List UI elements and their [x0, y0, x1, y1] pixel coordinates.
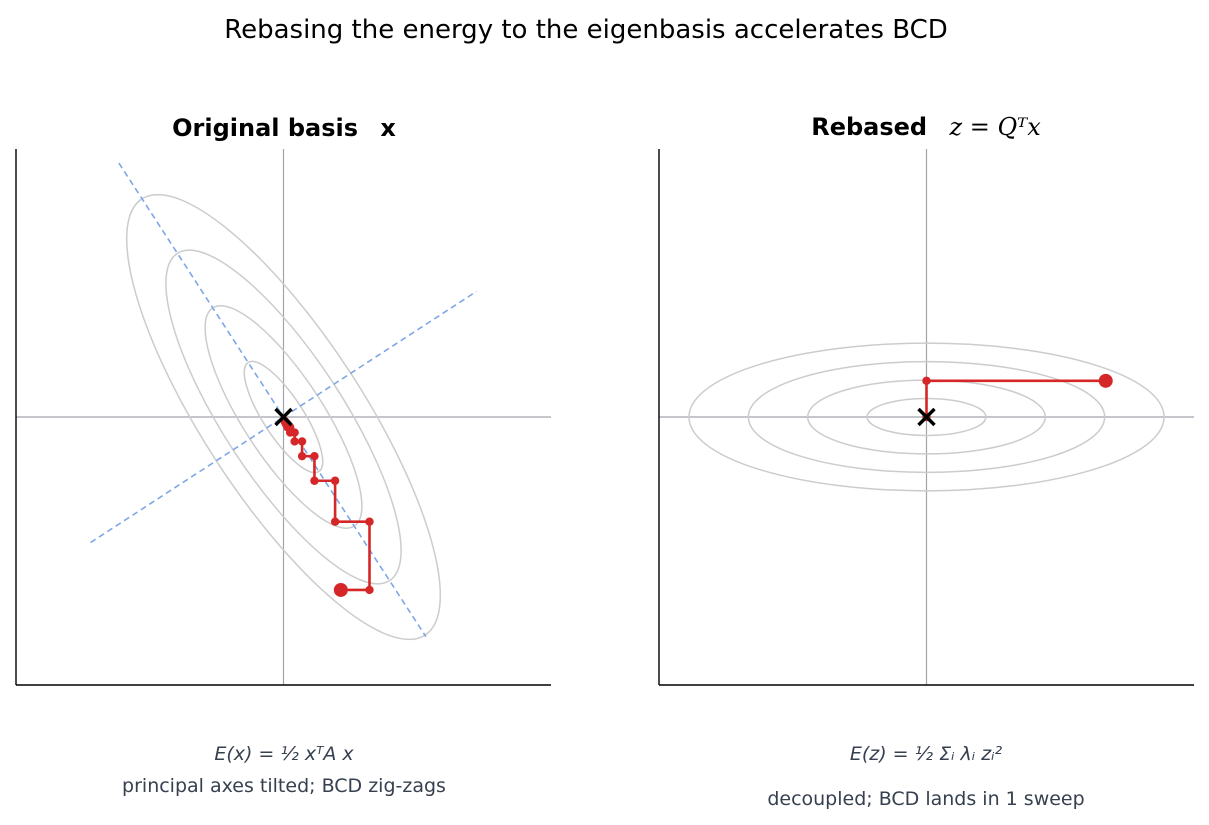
- plot-original: [15, 149, 551, 686]
- bcd-iterate-point: [297, 437, 307, 446]
- bcd-iterate-point: [310, 476, 319, 485]
- formula-rebased: E(z) = ½ Σᵢ λᵢ zᵢ²: [850, 743, 1003, 765]
- bcd-start-point: [1098, 373, 1113, 388]
- bcd-path: [925, 379, 1106, 417]
- bcd-iterate-point: [290, 437, 299, 446]
- bcd-iterate-point: [297, 451, 307, 461]
- bcd-iterate-point: [922, 376, 931, 386]
- formula-original: E(x) = ½ xᵀA x: [214, 743, 354, 765]
- bcd-start-point: [333, 582, 348, 597]
- panel-title-rebased: Rebased z = Qᵀx: [811, 113, 1041, 141]
- panel-title-original-bold: Original basis: [172, 114, 358, 142]
- contour-ellipse: [747, 360, 1106, 474]
- panel-title-rebased-math: z = Qᵀx: [948, 113, 1041, 141]
- bcd-iterate-point: [330, 476, 340, 485]
- panel-original-basis: Original basis x E(x) = ½ xᵀA x principa…: [15, 114, 551, 797]
- bcd-iterate-point: [310, 451, 319, 461]
- bcd-iterate-point: [365, 517, 374, 526]
- plot-rebased: [658, 149, 1194, 686]
- caption-original: principal axes tilted; BCD zig-zags: [122, 775, 446, 797]
- bcd-iterate-point: [365, 585, 374, 595]
- eigen-axis-major: [118, 162, 427, 638]
- caption-rebased: decoupled; BCD lands in 1 sweep: [767, 788, 1084, 810]
- figure-title: Rebasing the energy to the eigenbasis ac…: [224, 15, 948, 45]
- panel-title-rebased-bold: Rebased: [811, 113, 927, 141]
- bcd-iterate-point: [330, 517, 340, 526]
- contour-ellipse: [688, 342, 1165, 492]
- minimum-marker-stroke: [274, 407, 293, 427]
- panel-title-original-math: x: [380, 114, 396, 142]
- panel-rebased: Rebased z = Qᵀx E(z) = ½ Σᵢ λᵢ zᵢ² decou…: [658, 113, 1194, 810]
- minimum-marker-stroke: [917, 407, 936, 427]
- panel-title-original: Original basis x: [172, 114, 396, 142]
